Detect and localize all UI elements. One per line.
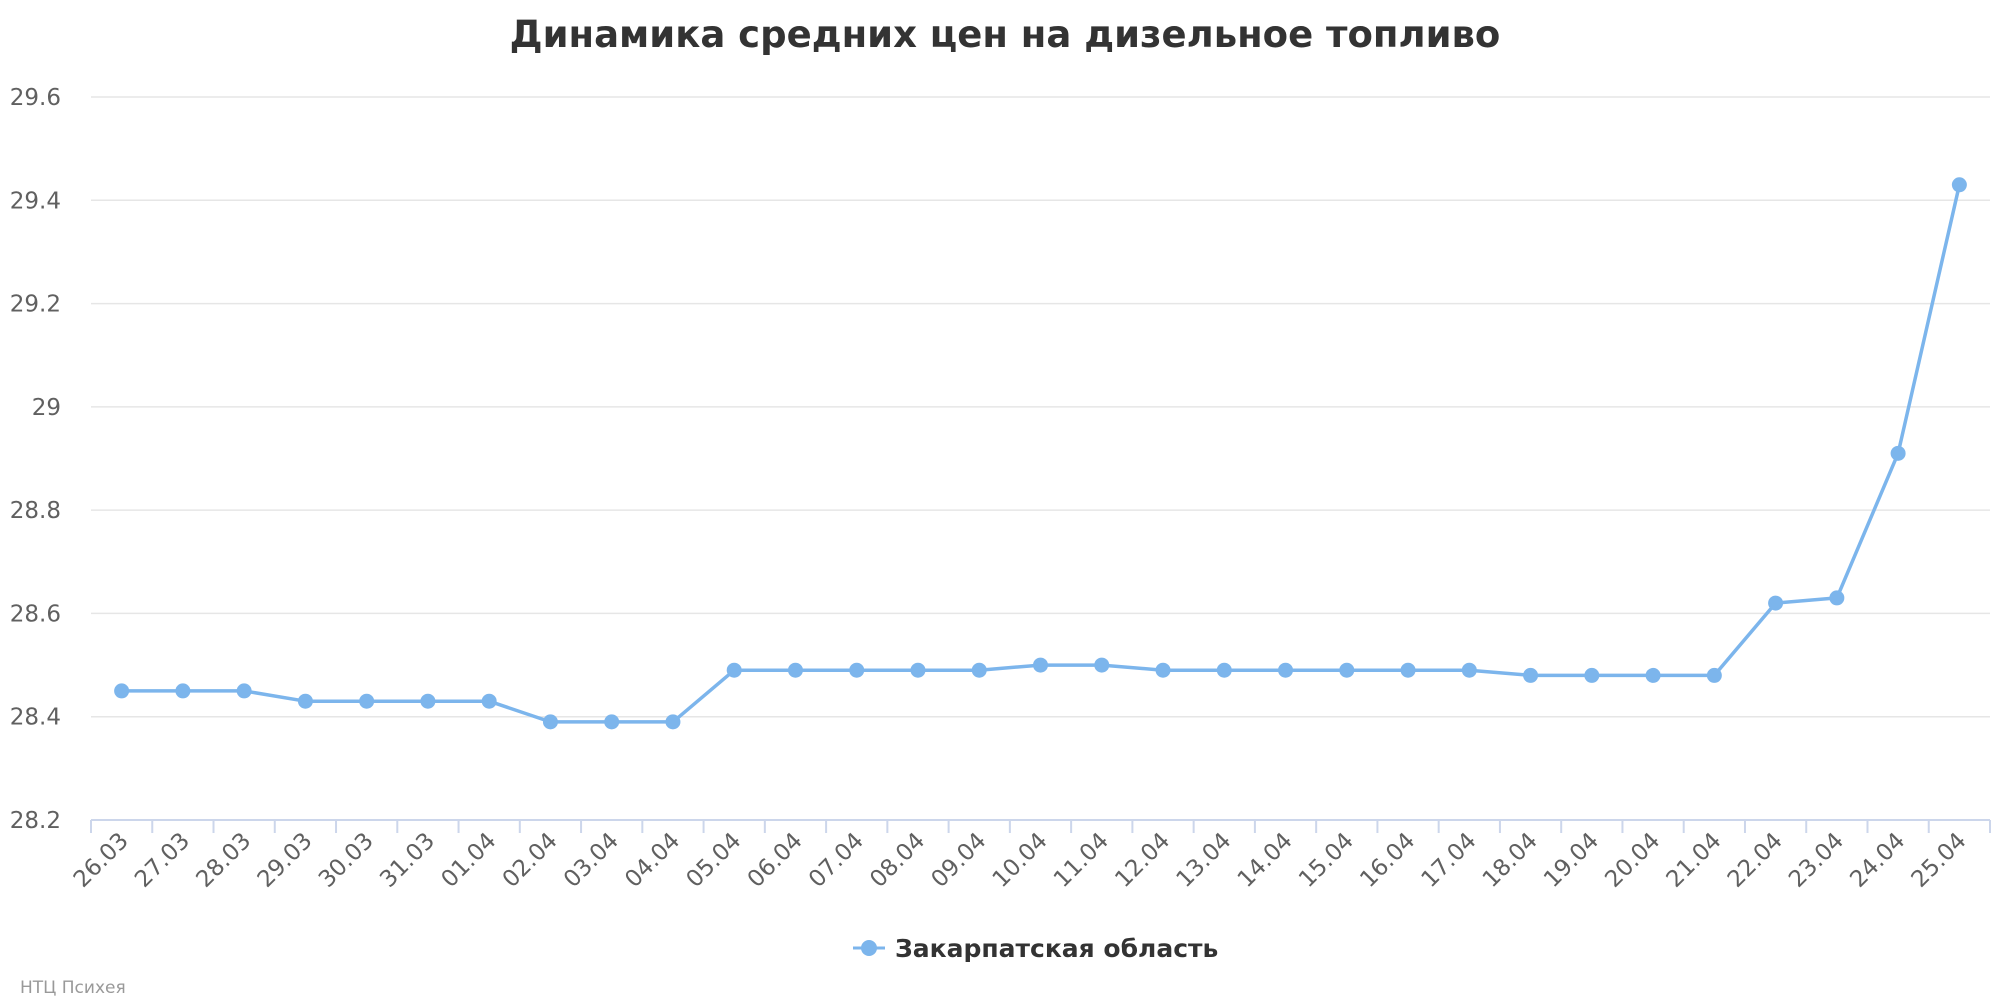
data-point[interactable] — [849, 662, 865, 678]
y-tick-label: 28.2 — [10, 808, 61, 834]
x-tick-label: 23.04 — [1784, 828, 1849, 893]
x-tick-label: 31.03 — [375, 828, 440, 893]
x-tick-label: 28.03 — [191, 828, 256, 893]
data-point[interactable] — [665, 714, 681, 730]
x-tick-label: 26.03 — [69, 828, 134, 893]
x-tick-label: 19.04 — [1539, 828, 1604, 893]
x-tick-label: 17.04 — [1417, 828, 1482, 893]
y-tick-label: 28.8 — [10, 498, 61, 524]
chart-title: Динамика средних цен на дизельное топлив… — [510, 13, 1501, 56]
x-tick-label: 22.04 — [1723, 828, 1788, 893]
data-point[interactable] — [420, 693, 436, 709]
data-point[interactable] — [1155, 662, 1171, 678]
data-point[interactable] — [297, 693, 313, 709]
x-axis-labels: 26.0327.0328.0329.0330.0331.0301.0402.04… — [69, 828, 1972, 893]
x-tick-label: 12.04 — [1110, 828, 1175, 893]
x-tick-label: 07.04 — [804, 828, 869, 893]
x-axis — [90, 819, 1991, 833]
y-tick-label: 28.6 — [10, 601, 61, 627]
y-tick-label: 28.4 — [10, 705, 61, 731]
data-point[interactable] — [1033, 657, 1048, 673]
data-point[interactable] — [1768, 595, 1784, 611]
data-point[interactable] — [1339, 662, 1355, 678]
data-point[interactable] — [1645, 667, 1661, 683]
data-point[interactable] — [1523, 667, 1539, 683]
data-point[interactable] — [175, 683, 191, 699]
x-tick-label: 01.04 — [436, 828, 501, 893]
data-point[interactable] — [726, 662, 742, 678]
data-point[interactable] — [1461, 662, 1477, 678]
data-point[interactable] — [1584, 667, 1600, 683]
x-tick-label: 20.04 — [1600, 828, 1665, 893]
x-tick-label: 08.04 — [865, 828, 930, 893]
y-tick-label: 29.6 — [10, 85, 61, 111]
x-tick-label: 24.04 — [1845, 828, 1910, 893]
x-tick-label: 18.04 — [1478, 828, 1543, 893]
y-axis-labels: 28.2 28.4 28.6 28.8 29 29.2 29.4 29.6 — [10, 85, 61, 834]
x-tick-label: 16.04 — [1355, 828, 1420, 893]
credit-label: НТЦ Психея — [20, 978, 126, 998]
grid-lines — [91, 96, 1990, 718]
data-point[interactable] — [910, 662, 926, 678]
data-point[interactable] — [481, 693, 497, 709]
x-tick-label: 02.04 — [498, 828, 563, 893]
data-point[interactable] — [1890, 445, 1906, 461]
data-point[interactable] — [236, 683, 252, 699]
x-tick-label: 29.03 — [253, 828, 318, 893]
data-point[interactable] — [1829, 590, 1845, 606]
x-tick-label: 15.04 — [1294, 828, 1359, 893]
data-point[interactable] — [359, 693, 375, 709]
legend[interactable]: Закарпатская область — [853, 934, 1218, 963]
x-tick-label: 10.04 — [988, 828, 1053, 893]
y-tick-label: 29 — [32, 395, 61, 421]
series-closest-transcarpathian — [114, 177, 1967, 730]
data-point[interactable] — [604, 714, 620, 730]
x-tick-label: 13.04 — [1172, 828, 1237, 893]
data-point[interactable] — [1706, 667, 1722, 683]
legend-item-label[interactable]: Закарпатская область — [895, 934, 1218, 963]
x-tick-label: 04.04 — [620, 828, 685, 893]
x-tick-label: 05.04 — [681, 828, 746, 893]
y-tick-label: 29.2 — [10, 292, 61, 318]
x-tick-label: 25.04 — [1907, 828, 1972, 893]
x-tick-label: 21.04 — [1662, 828, 1727, 893]
data-point[interactable] — [971, 662, 987, 678]
x-tick-label: 27.03 — [130, 828, 195, 893]
data-point[interactable] — [1278, 662, 1294, 678]
y-tick-label: 29.4 — [10, 188, 61, 214]
data-point[interactable] — [542, 714, 558, 730]
x-tick-label: 06.04 — [743, 828, 808, 893]
x-tick-label: 03.04 — [559, 828, 624, 893]
data-point[interactable] — [1094, 657, 1110, 673]
data-point[interactable] — [114, 683, 130, 699]
data-point[interactable] — [787, 662, 803, 678]
legend-dot-marker — [861, 940, 877, 956]
data-point[interactable] — [1951, 177, 1967, 193]
x-tick-label: 09.04 — [927, 828, 992, 893]
series-line — [121, 184, 1962, 724]
data-point[interactable] — [1400, 662, 1416, 678]
x-tick-label: 14.04 — [1233, 828, 1298, 893]
x-tick-label: 30.03 — [314, 828, 379, 893]
data-point[interactable] — [1216, 662, 1232, 678]
x-tick-label: 11.04 — [1049, 828, 1114, 893]
